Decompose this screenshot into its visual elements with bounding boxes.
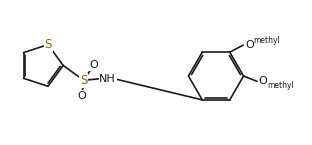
Text: S: S bbox=[44, 38, 52, 51]
Text: S: S bbox=[80, 74, 87, 87]
Text: O: O bbox=[77, 91, 86, 101]
Text: O: O bbox=[245, 40, 254, 50]
Text: O: O bbox=[89, 60, 98, 70]
Text: methyl: methyl bbox=[267, 81, 294, 90]
Text: O: O bbox=[259, 76, 267, 86]
Text: methyl: methyl bbox=[253, 36, 280, 45]
Text: NH: NH bbox=[99, 74, 116, 84]
